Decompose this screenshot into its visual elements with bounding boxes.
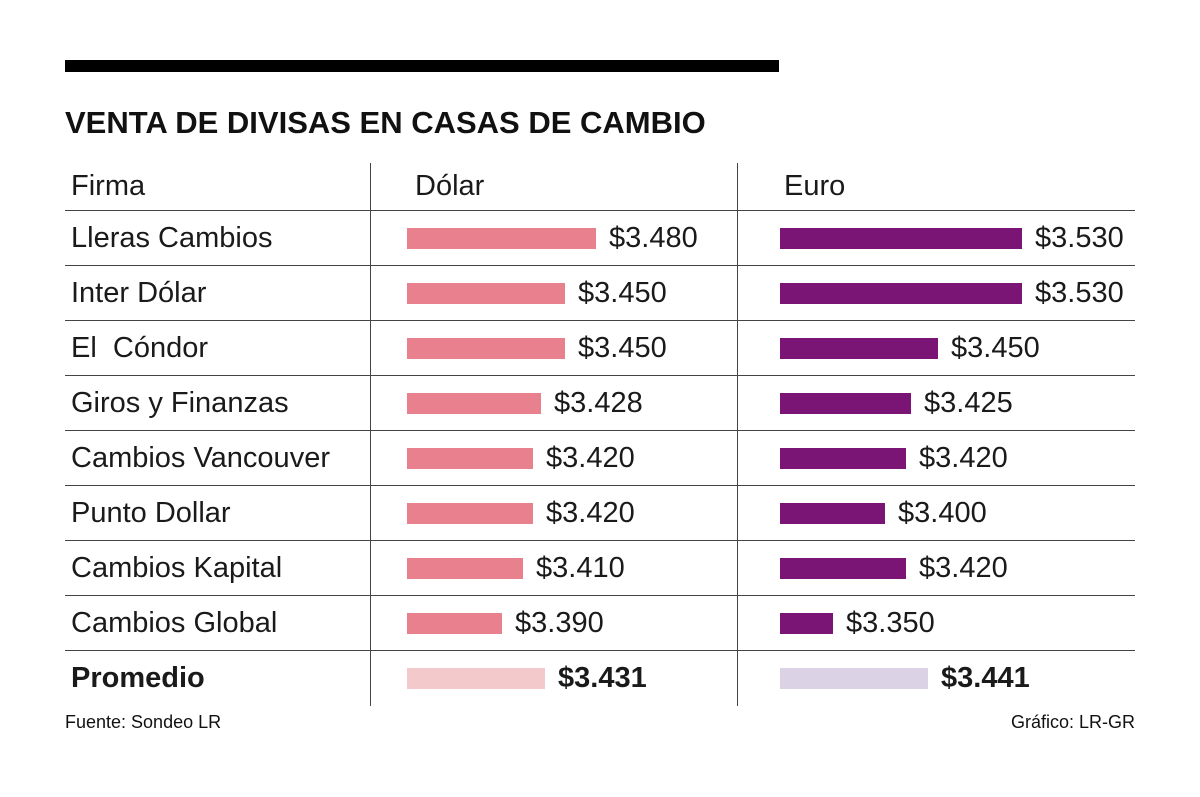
table-row: Cambios Kapital $3.410 $3.420	[65, 541, 1135, 596]
euro-value: $3.450	[951, 331, 1040, 364]
euro-bar	[780, 392, 911, 414]
dolar-value: $3.431	[558, 662, 647, 694]
firm-name: Inter Dólar	[71, 276, 207, 309]
table-body: Lleras Cambios $3.480 $3.530 Inter Dólar…	[65, 211, 1135, 706]
euro-value: $3.530	[1035, 221, 1124, 254]
dolar-cell: $3.420	[370, 486, 737, 540]
firm-name: Cambios Kapital	[71, 551, 283, 584]
dolar-cell: $3.431	[370, 651, 737, 706]
euro-bar	[780, 227, 1022, 249]
table-row: El Cóndor $3.450 $3.450	[65, 321, 1135, 376]
dolar-cell: $3.450	[370, 266, 737, 320]
dolar-cell: $3.390	[370, 596, 737, 650]
dolar-cell: $3.410	[370, 541, 737, 595]
firm-name: Punto Dollar	[71, 496, 231, 529]
dolar-value: $3.428	[554, 386, 643, 419]
dolar-value: $3.420	[546, 496, 635, 529]
euro-bar	[780, 612, 833, 634]
table-row: Cambios Global $3.390 $3.350	[65, 596, 1135, 651]
euro-value: $3.400	[898, 496, 987, 529]
dolar-value: $3.450	[578, 331, 667, 364]
header-firm: Firma	[71, 170, 146, 202]
dolar-value: $3.390	[515, 606, 604, 639]
dolar-value: $3.450	[578, 276, 667, 309]
euro-cell: $3.400	[737, 486, 1135, 540]
dolar-bar	[407, 447, 533, 469]
dolar-bar	[407, 227, 596, 249]
table-row: Cambios Vancouver $3.420 $3.420	[65, 431, 1135, 486]
title-rule	[65, 60, 779, 72]
dolar-cell: $3.420	[370, 431, 737, 485]
table-row: Punto Dollar $3.420 $3.400	[65, 486, 1135, 541]
euro-value: $3.441	[941, 662, 1030, 694]
table-row: Lleras Cambios $3.480 $3.530	[65, 211, 1135, 266]
euro-value: $3.420	[919, 551, 1008, 584]
footer-source: Fuente: Sondeo LR	[65, 712, 222, 732]
dolar-cell: $3.428	[370, 376, 737, 430]
table-row: Promedio $3.431 $3.441	[65, 651, 1135, 706]
euro-bar	[780, 502, 885, 524]
euro-cell: $3.530	[737, 266, 1135, 320]
exchange-rate-table: Firma Dólar Euro Lleras Cambios $3.480 $…	[65, 163, 1135, 706]
euro-bar	[780, 447, 906, 469]
page-title: VENTA DE DIVISAS EN CASAS DE CAMBIO	[65, 104, 706, 140]
euro-bar	[780, 282, 1022, 304]
firm-name: El Cóndor	[71, 331, 209, 364]
dolar-bar	[407, 502, 533, 524]
dolar-bar	[407, 668, 545, 689]
euro-cell: $3.450	[737, 321, 1135, 375]
euro-bar	[780, 668, 928, 689]
dolar-bar	[407, 612, 502, 634]
firm-name: Promedio	[71, 662, 205, 694]
euro-cell: $3.530	[737, 211, 1135, 265]
dolar-value: $3.480	[609, 221, 698, 254]
dolar-bar	[407, 557, 523, 579]
table-row: Giros y Finanzas $3.428 $3.425	[65, 376, 1135, 431]
dolar-bar	[407, 392, 541, 414]
euro-value: $3.420	[919, 441, 1008, 474]
firm-name: Lleras Cambios	[71, 221, 273, 254]
table-row: Inter Dólar $3.450 $3.530	[65, 266, 1135, 321]
euro-cell: $3.425	[737, 376, 1135, 430]
dolar-cell: $3.450	[370, 321, 737, 375]
table-header-row: Firma Dólar Euro	[65, 163, 1135, 211]
euro-cell: $3.420	[737, 431, 1135, 485]
dolar-value: $3.410	[536, 551, 625, 584]
firm-name: Cambios Vancouver	[71, 441, 330, 474]
euro-bar	[780, 337, 938, 359]
euro-cell: $3.420	[737, 541, 1135, 595]
euro-cell: $3.350	[737, 596, 1135, 650]
firm-name: Cambios Global	[71, 606, 278, 639]
header-dolar: Dólar	[370, 163, 737, 210]
firm-name: Giros y Finanzas	[71, 386, 289, 419]
dolar-bar	[407, 337, 565, 359]
footer-credit: Gráfico: LR-GR	[1010, 712, 1135, 732]
dolar-value: $3.420	[546, 441, 635, 474]
euro-value: $3.350	[846, 606, 935, 639]
dolar-bar	[407, 282, 565, 304]
euro-value: $3.530	[1035, 276, 1124, 309]
euro-bar	[780, 557, 906, 579]
header-euro: Euro	[737, 163, 1135, 210]
euro-value: $3.425	[924, 386, 1013, 419]
dolar-cell: $3.480	[370, 211, 737, 265]
euro-cell: $3.441	[737, 651, 1135, 706]
